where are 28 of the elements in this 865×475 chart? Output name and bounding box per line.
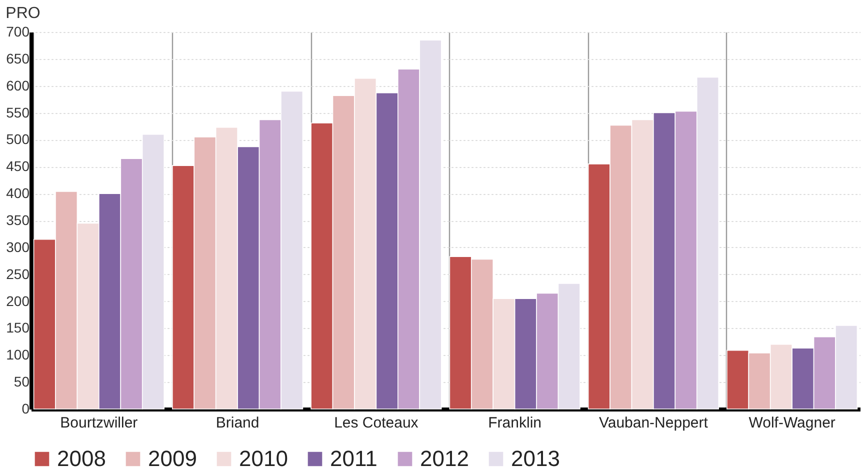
y-tick-label: 350	[6, 212, 30, 228]
legend-label: 2010	[239, 446, 288, 471]
y-tick-label: 150	[6, 320, 30, 336]
y-tick-label: 200	[6, 292, 30, 309]
y-tick-label: 100	[6, 346, 30, 363]
y-tick-label: 0	[22, 400, 30, 416]
legend-label: 2008	[57, 446, 106, 471]
y-tick-label: 450	[6, 158, 30, 174]
x-tick-label: Franklin	[488, 414, 542, 432]
y-tick-label: 50	[14, 374, 30, 390]
y-tick-label: 400	[6, 185, 30, 202]
y-tick-label: 250	[6, 266, 30, 282]
legend-label: 2012	[420, 446, 469, 471]
y-tick-label: 600	[6, 77, 30, 94]
y-tick-label: 500	[6, 131, 30, 148]
x-tick-label: Briand	[216, 414, 260, 432]
x-tick-label: Vauban-Neppert	[598, 414, 709, 432]
y-tick-label: 700	[6, 24, 30, 40]
legend-label: 2011	[330, 446, 378, 471]
x-tick-label: Les Coteaux	[334, 414, 419, 432]
y-tick-label: 550	[6, 104, 30, 120]
legend-label: 2013	[511, 446, 560, 471]
y-tick-label: 300	[6, 238, 30, 255]
y-tick-label: 650	[6, 50, 30, 66]
x-tick-label: Bourtzwiller	[60, 414, 138, 432]
legend-label: 2009	[148, 446, 197, 471]
x-tick-label: Wolf-Wagner	[748, 414, 836, 432]
chart-title: PRO	[6, 5, 40, 22]
